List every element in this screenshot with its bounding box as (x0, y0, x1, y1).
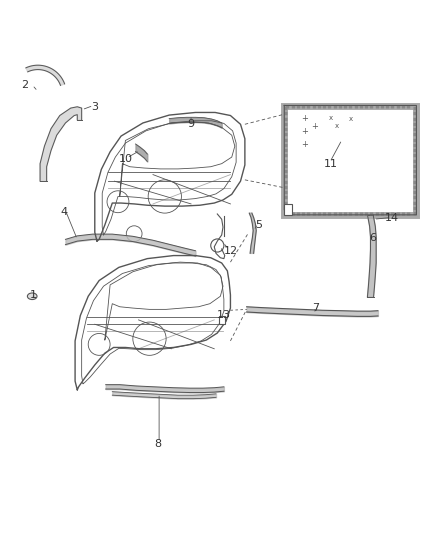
Text: 2: 2 (21, 80, 28, 90)
Text: 6: 6 (368, 233, 375, 243)
Text: 10: 10 (118, 154, 132, 164)
Text: x: x (328, 115, 332, 120)
Text: +: + (301, 140, 307, 149)
Text: 9: 9 (187, 119, 194, 130)
Text: 12: 12 (223, 246, 237, 256)
Text: 11: 11 (323, 159, 337, 168)
Text: 5: 5 (255, 220, 262, 230)
Polygon shape (249, 213, 256, 253)
Text: x: x (334, 124, 338, 130)
Text: +: + (311, 122, 318, 131)
Text: x: x (348, 116, 352, 122)
Text: 8: 8 (154, 439, 162, 449)
FancyBboxPatch shape (284, 107, 415, 215)
FancyBboxPatch shape (284, 204, 291, 215)
Text: 13: 13 (216, 310, 230, 320)
Polygon shape (26, 65, 64, 85)
Text: 3: 3 (91, 102, 98, 112)
Text: 7: 7 (311, 303, 318, 313)
Text: 4: 4 (60, 207, 67, 217)
Text: 1: 1 (30, 290, 37, 300)
Text: 14: 14 (385, 213, 399, 223)
Ellipse shape (27, 293, 37, 300)
Text: +: + (301, 114, 307, 123)
Bar (218, 316, 225, 324)
Polygon shape (40, 107, 81, 181)
Polygon shape (367, 215, 375, 297)
Text: +: + (301, 127, 307, 136)
